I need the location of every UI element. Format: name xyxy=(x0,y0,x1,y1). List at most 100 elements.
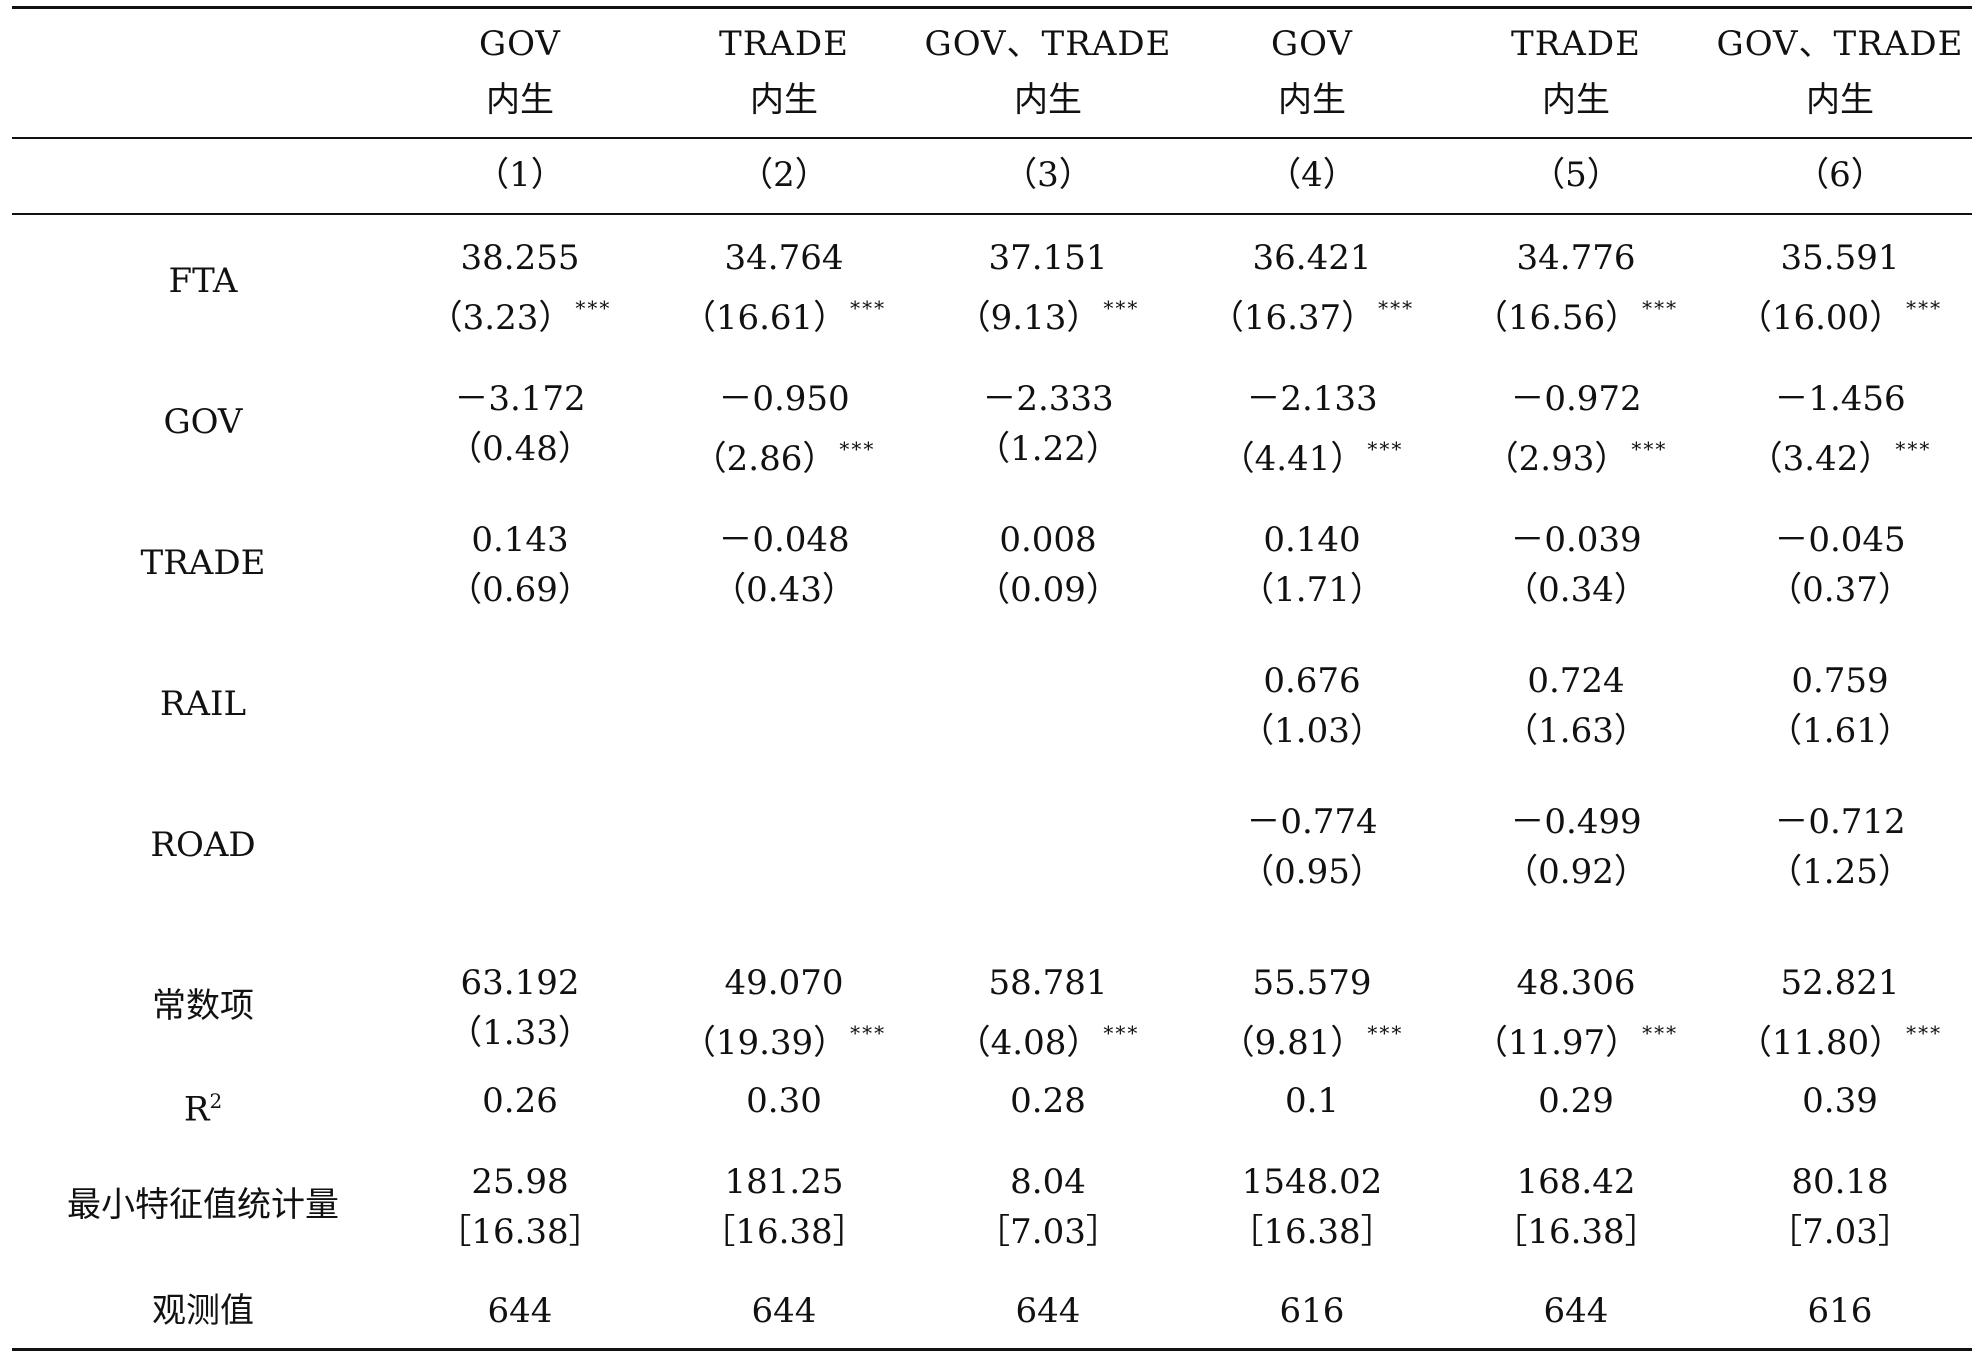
row-label-r2: R2 xyxy=(13,1076,393,1134)
t-statistic: （0.43） xyxy=(659,565,909,615)
coefficient: －0.048 xyxy=(718,520,850,560)
t-statistic-value: （1.33） xyxy=(448,1013,592,1053)
critical-value: ［7.03］ xyxy=(1768,1212,1912,1252)
coefficient: －0.045 xyxy=(1774,520,1906,560)
coefficient: －0.950 xyxy=(718,379,850,419)
coefficient: －2.333 xyxy=(982,379,1114,419)
t-statistic: （0.34） xyxy=(1451,565,1701,615)
t-statistic: （11.80） *** xyxy=(1715,1008,1965,1068)
t-statistic: （1.61） xyxy=(1715,706,1965,756)
t-statistic: （1.22） xyxy=(923,424,1173,474)
row-label: 常数项 xyxy=(152,986,254,1026)
coefficient: 58.781 xyxy=(988,963,1108,1003)
t-statistic-value: （16.56） xyxy=(1473,298,1640,338)
column-header-var: GOV xyxy=(1271,24,1353,64)
column-header-var: TRADE xyxy=(1511,24,1641,64)
t-statistic-value: （16.00） xyxy=(1737,298,1904,338)
critical-value: ［16.38］ xyxy=(437,1212,603,1252)
column-header-var: GOV、TRADE xyxy=(1716,24,1964,64)
r2-value: 0.30 xyxy=(746,1081,822,1121)
t-statistic-value: （3.23） xyxy=(428,298,573,338)
r2-value: 0.29 xyxy=(1538,1081,1614,1121)
significance-stars: *** xyxy=(1367,1021,1404,1045)
header-rule xyxy=(12,137,1972,139)
column-header-type: 内生 xyxy=(750,80,818,120)
coefficient: 55.579 xyxy=(1252,963,1372,1003)
t-statistic-value: （0.34） xyxy=(1504,570,1648,610)
coefficient: 48.306 xyxy=(1516,963,1636,1003)
coefficient: －0.972 xyxy=(1510,379,1642,419)
row-label: FTA xyxy=(168,261,238,301)
t-statistic: （0.48） xyxy=(395,424,645,474)
coefficient: －0.039 xyxy=(1510,520,1642,560)
t-statistic: （16.56） *** xyxy=(1451,283,1701,343)
t-statistic: （3.42） *** xyxy=(1715,424,1965,484)
row-label: ROAD xyxy=(150,825,256,865)
t-statistic-value: （0.43） xyxy=(712,570,856,610)
bottom-rule xyxy=(12,1348,1972,1351)
significance-stars: *** xyxy=(1895,437,1932,461)
significance-stars: *** xyxy=(1103,296,1140,320)
t-statistic: （2.93） *** xyxy=(1451,424,1701,484)
row-label: TRADE xyxy=(140,543,266,583)
coefficient: －0.712 xyxy=(1774,802,1906,842)
t-statistic-value: （0.09） xyxy=(976,570,1120,610)
column-number: （6） xyxy=(1795,155,1885,195)
top-rule xyxy=(12,6,1972,9)
t-statistic-value: （0.69） xyxy=(448,570,592,610)
column-number: （1） xyxy=(475,155,565,195)
significance-stars: *** xyxy=(1378,296,1415,320)
t-statistic: （0.37） xyxy=(1715,565,1965,615)
observation-count: 644 xyxy=(487,1291,553,1331)
eigen-value: 80.18 xyxy=(1791,1162,1889,1202)
coefficient: 0.759 xyxy=(1791,661,1889,701)
t-statistic: （0.95） xyxy=(1187,847,1437,897)
coefficient: 0.143 xyxy=(471,520,569,560)
coefficient: －2.133 xyxy=(1246,379,1378,419)
t-statistic: （0.69） xyxy=(395,565,645,615)
t-statistic: （1.63） xyxy=(1451,706,1701,756)
significance-stars: *** xyxy=(850,1021,887,1045)
t-statistic: （4.41） *** xyxy=(1187,424,1437,484)
t-statistic: （9.13） *** xyxy=(923,283,1173,343)
r2-value: 0.1 xyxy=(1284,1081,1340,1121)
row-label-eigen: 最小特征值统计量 xyxy=(67,1185,339,1225)
column-header-var: GOV xyxy=(479,24,561,64)
t-statistic-value: （19.39） xyxy=(681,1023,848,1063)
eigen-value: 1548.02 xyxy=(1241,1162,1383,1202)
eigen-value: 8.04 xyxy=(1010,1162,1086,1202)
significance-stars: *** xyxy=(1367,437,1404,461)
t-statistic-value: （1.22） xyxy=(976,429,1120,469)
significance-stars: *** xyxy=(1631,437,1668,461)
t-statistic-value: （0.37） xyxy=(1768,570,1912,610)
t-statistic-value: （2.93） xyxy=(1484,439,1629,479)
critical-value: ［7.03］ xyxy=(976,1212,1120,1252)
row-label: GOV xyxy=(163,402,243,442)
t-statistic: （19.39） *** xyxy=(659,1008,909,1068)
coefficient: 34.776 xyxy=(1516,238,1636,278)
coefficient: 37.151 xyxy=(988,238,1108,278)
t-statistic: （11.97） *** xyxy=(1451,1008,1701,1068)
critical-value: ［16.38］ xyxy=(1493,1212,1659,1252)
coefficient: 63.192 xyxy=(460,963,580,1003)
significance-stars: *** xyxy=(1906,1021,1943,1045)
coefficient: 38.255 xyxy=(460,238,580,278)
t-statistic: （1.71） xyxy=(1187,565,1437,615)
t-statistic-value: （16.61） xyxy=(681,298,848,338)
t-statistic-value: （1.63） xyxy=(1504,711,1648,751)
r2-value: 0.39 xyxy=(1802,1081,1878,1121)
t-statistic-value: （0.92） xyxy=(1504,852,1648,892)
t-statistic-value: （3.42） xyxy=(1748,439,1893,479)
significance-stars: *** xyxy=(839,437,876,461)
r2-base: R xyxy=(183,1089,210,1130)
row-label-obs: 观测值 xyxy=(152,1291,254,1331)
t-statistic-value: （9.81） xyxy=(1220,1023,1365,1063)
r2-sup: 2 xyxy=(209,1089,223,1113)
coefficient: 49.070 xyxy=(724,963,844,1003)
critical-value: ［16.38］ xyxy=(701,1212,867,1252)
column-header-var: GOV、TRADE xyxy=(924,24,1172,64)
eigen-value: 25.98 xyxy=(471,1162,569,1202)
column-number-rule xyxy=(12,213,1972,215)
t-statistic: （16.61） *** xyxy=(659,283,909,343)
t-statistic: （3.23） *** xyxy=(395,283,645,343)
